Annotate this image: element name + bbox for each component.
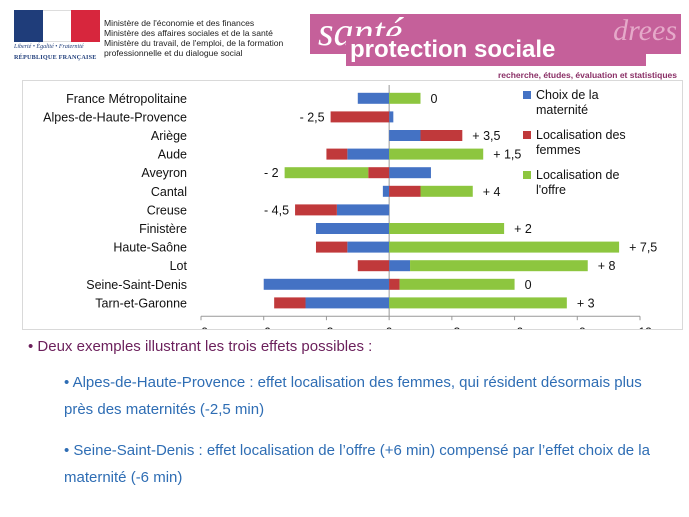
bar-choix <box>357 92 390 104</box>
bar-offre <box>420 185 473 197</box>
ministry-line: Ministère des affaires sociales et de la… <box>104 28 273 38</box>
total-label: + 8 <box>598 259 616 273</box>
category-label: Aveyron <box>141 166 187 180</box>
bar-choix <box>389 260 411 272</box>
bar-choix <box>389 130 421 141</box>
logo-country: RÉPUBLIQUE FRANÇAISE <box>14 54 97 61</box>
bar-femmes <box>326 148 348 160</box>
total-label: - 2,5 <box>300 110 325 124</box>
bar-femmes <box>274 297 306 309</box>
x-tick-label: 0 <box>386 325 393 329</box>
bar-choix <box>347 148 390 160</box>
total-label: + 2 <box>514 222 532 236</box>
diverging-bar-chart: - 9 - 6 - 3 0 + 3 + 6 + 9 + 12 France Métropolit… <box>43 85 657 329</box>
total-label: - 4,5 <box>264 203 289 217</box>
bullet-example-alpes: • Alpes-de-Haute-Provence : effet locali… <box>64 374 642 418</box>
bar-offre <box>389 241 620 253</box>
republique-francaise-logo: Liberté • Égalité • Fraternité RÉPUBLIQU… <box>14 10 101 64</box>
x-tick-label: + 12 <box>628 325 652 329</box>
category-label: Seine-Saint-Denis <box>86 278 187 292</box>
total-label: + 4 <box>483 185 501 199</box>
x-tick-label: + 3 <box>443 325 460 329</box>
bar-offre <box>284 167 369 179</box>
category-label: Ariège <box>151 129 187 143</box>
category-label: Tarn-et-Garonne <box>95 296 187 310</box>
bullet-list: • Deux exemples illustrant les trois eff… <box>28 338 668 505</box>
bar-offre <box>410 260 588 272</box>
ministries-list: Ministère de l'économie et des finances … <box>104 18 283 58</box>
bar-choix <box>305 297 390 309</box>
bar-choix <box>389 111 394 123</box>
total-label: + 1,5 <box>493 148 521 162</box>
legend-swatch <box>523 131 531 139</box>
bar-offre <box>389 148 484 160</box>
brand-drees: drees <box>613 14 677 47</box>
bar-offre <box>389 92 421 104</box>
bar-femmes <box>368 167 390 179</box>
x-tick-label: + 6 <box>506 325 523 329</box>
category-label: France Métropolitaine <box>66 92 187 106</box>
chart-frame: - 9 - 6 - 3 0 + 3 + 6 + 9 + 12 France Métropolit… <box>22 80 683 330</box>
total-label: + 3 <box>577 296 595 310</box>
legend-swatch <box>523 91 531 99</box>
x-tick-label: - 6 <box>257 325 271 329</box>
bar-femmes <box>357 260 390 272</box>
total-label: + 7,5 <box>629 241 657 255</box>
bar-choix <box>389 167 431 179</box>
category-label: Haute-Saône <box>113 241 187 255</box>
x-tick-label: - 9 <box>194 325 208 329</box>
bar-femmes <box>295 204 337 216</box>
brand-protection-sociale: protection sociale <box>346 36 560 64</box>
bar-choix <box>263 278 390 290</box>
brand-tagline: recherche, études, évaluation et statist… <box>497 70 677 80</box>
bar-offre <box>399 278 515 290</box>
ministry-line: Ministère de l'économie et des finances <box>104 18 255 28</box>
bar-offre <box>389 223 505 234</box>
legend-label: Localisation des femmes <box>536 128 626 157</box>
logo-motto: Liberté • Égalité • Fraternité <box>14 44 84 50</box>
category-label: Lot <box>170 259 188 273</box>
bar-choix <box>382 185 390 197</box>
category-label: Finistère <box>139 222 187 236</box>
bar-choix <box>347 241 390 253</box>
bullet-example-seine-saint-denis: • Seine-Saint-Denis : effet localisation… <box>64 442 650 486</box>
bullet-main: • Deux exemples illustrant les trois eff… <box>28 338 373 355</box>
total-label: + 3,5 <box>472 129 500 143</box>
total-label: 0 <box>525 278 532 292</box>
category-label: Cantal <box>151 185 187 199</box>
legend-label: Localisation de l'offre <box>536 168 619 197</box>
bar-choix <box>315 223 390 234</box>
bar-offre <box>389 297 567 309</box>
bar-femmes <box>389 185 421 197</box>
drees-brand-banner: santé protection sociale drees recherche… <box>310 10 681 80</box>
tricolor-flag-icon <box>14 10 101 42</box>
category-label: Alpes-de-Haute-Provence <box>43 110 187 124</box>
bar-femmes <box>315 241 348 253</box>
category-label: Aude <box>158 148 187 162</box>
bar-choix <box>336 204 390 216</box>
bar-femmes <box>420 130 463 141</box>
ministry-line: professionnelle et du dialogue social <box>104 48 243 58</box>
legend-swatch <box>523 171 531 179</box>
category-label: Creuse <box>147 203 187 217</box>
ministry-line: Ministère du travail, de l'emploi, de la… <box>104 38 284 48</box>
header: Liberté • Égalité • Fraternité RÉPUBLIQU… <box>0 0 689 82</box>
legend-label: Choix de la maternité <box>536 88 599 117</box>
x-tick-label: + 9 <box>569 325 586 329</box>
total-label: - 2 <box>264 166 279 180</box>
total-label: 0 <box>431 92 438 106</box>
x-tick-label: - 3 <box>319 325 333 329</box>
bar-femmes <box>389 278 400 290</box>
bar-femmes <box>330 111 390 123</box>
